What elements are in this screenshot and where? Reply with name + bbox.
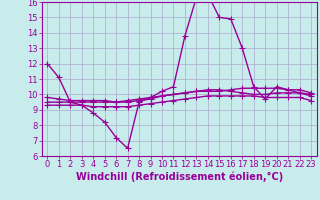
X-axis label: Windchill (Refroidissement éolien,°C): Windchill (Refroidissement éolien,°C) bbox=[76, 172, 283, 182]
